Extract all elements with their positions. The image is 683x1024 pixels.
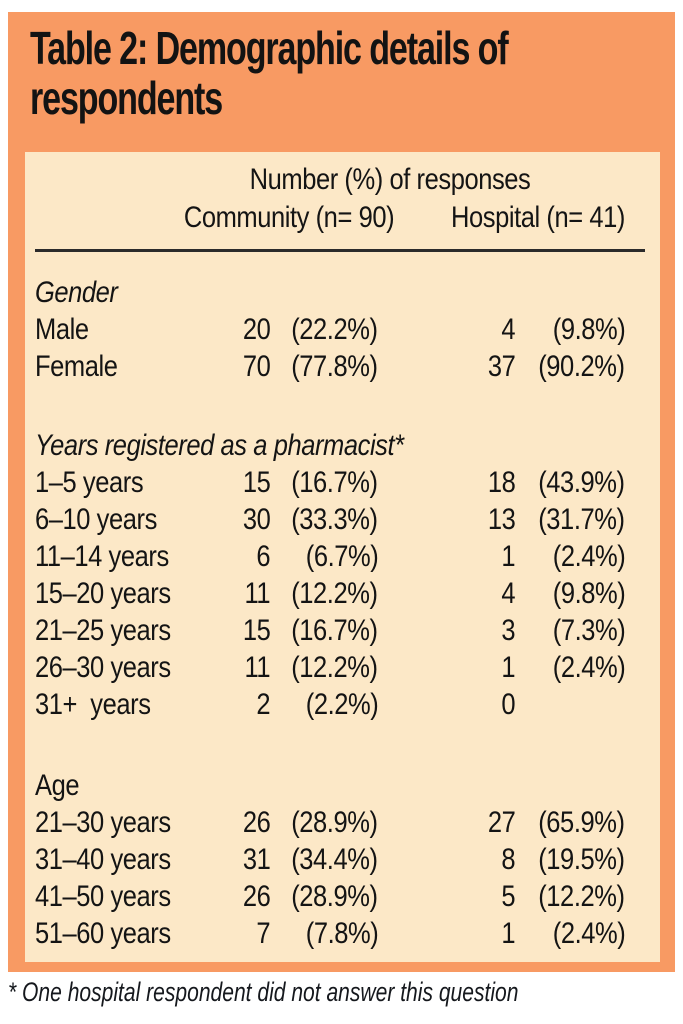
hospital-percent: (7.3%) [552, 613, 625, 647]
hospital-percent: (2.4%) [552, 916, 625, 950]
hospital-count: 1 [501, 539, 515, 573]
hospital-count: 1 [501, 916, 515, 950]
section-heading-years-registered: Years registered as a pharmacist* [35, 427, 660, 464]
community-percent: (7.8%) [305, 916, 378, 950]
community-count: 70 [242, 349, 270, 383]
hospital-percent: (2.4%) [552, 650, 625, 684]
community-count: 30 [242, 502, 270, 536]
table-row: 6–10 years 30 (33.3%) 13 (31.7%) [35, 501, 660, 538]
hospital-percent: (9.8%) [552, 312, 625, 346]
community-percent: (28.9%) [291, 805, 379, 839]
hospital-percent: (9.8%) [552, 576, 625, 610]
table-row: 15–20 years 11 (12.2%) 4 (9.8%) [35, 575, 660, 612]
community-count: 6 [256, 539, 270, 573]
row-label: 21–30 years [35, 805, 171, 839]
table-title-line-2: respondents [30, 72, 223, 124]
section-heading-gender: Gender [35, 274, 660, 311]
hospital-count: 27 [487, 805, 515, 839]
hospital-count: 18 [487, 465, 515, 499]
row-label: 11–14 years [35, 539, 169, 573]
row-label: 31+ years [35, 687, 151, 721]
hospital-count: 8 [501, 842, 515, 876]
community-count: 7 [256, 916, 270, 950]
table-header: Number (%) of responses Community (n= 90… [25, 152, 660, 249]
hospital-count: 13 [487, 502, 515, 536]
table-row: 1–5 years 15 (16.7%) 18 (43.9%) [35, 464, 660, 501]
community-count: 26 [242, 879, 270, 913]
table-row: Female 70 (77.8%) 37 (90.2%) [35, 348, 660, 385]
table-row: 11–14 years 6 (6.7%) 1 (2.4%) [35, 538, 660, 575]
row-label: 6–10 years [35, 502, 157, 536]
row-label: 41–50 years [35, 879, 171, 913]
hospital-count: 3 [501, 613, 515, 647]
table-row: 51–60 years 7 (7.8%) 1 (2.4%) [35, 915, 660, 952]
row-label: 31–40 years [35, 842, 171, 876]
section-heading-label: Years registered as a pharmacist* [35, 428, 404, 462]
hospital-percent: (19.5%) [538, 842, 626, 876]
table-title-line-1: Table 2: Demographic details of [30, 22, 509, 74]
community-percent: (34.4%) [291, 842, 379, 876]
row-label: 21–25 years [35, 613, 171, 647]
hospital-percent: (12.2%) [538, 879, 626, 913]
table-row: 26–30 years 11 (12.2%) 1 (2.4%) [35, 649, 660, 686]
community-percent: (6.7%) [305, 539, 378, 573]
hospital-percent: (2.4%) [552, 539, 625, 573]
table-title: Table 2: Demographic details of responde… [30, 23, 675, 123]
table-row: 21–25 years 15 (16.7%) 3 (7.3%) [35, 612, 660, 649]
hospital-percent [515, 688, 625, 722]
community-count: 31 [242, 842, 270, 876]
section-heading-label: Age [35, 768, 80, 802]
hospital-count: 37 [487, 349, 515, 383]
row-label: Female [35, 349, 118, 383]
community-percent: (33.3%) [291, 502, 379, 536]
community-percent: (16.7%) [291, 613, 379, 647]
community-column-header: Community (n= 90) [183, 201, 395, 234]
community-count: 20 [242, 312, 270, 346]
hospital-count: 0 [501, 687, 515, 721]
header-divider [35, 249, 645, 252]
community-percent: (12.2%) [291, 576, 379, 610]
section-heading-age: Age [35, 767, 660, 804]
hospital-percent: (31.7%) [538, 502, 626, 536]
community-count: 11 [244, 576, 270, 610]
row-label: Male [35, 312, 89, 346]
community-percent: (77.8%) [291, 349, 379, 383]
community-percent: (22.2%) [291, 312, 379, 346]
community-count: 11 [244, 650, 270, 684]
column-group-header: Number (%) of responses [249, 163, 531, 196]
community-count: 26 [242, 805, 270, 839]
row-label: 15–20 years [35, 576, 171, 610]
table-row: 41–50 years 26 (28.9%) 5 (12.2%) [35, 878, 660, 915]
hospital-percent: (65.9%) [538, 805, 626, 839]
table-footnote: * One hospital respondent did not answer… [8, 977, 519, 1007]
community-percent: (2.2%) [305, 687, 378, 721]
community-percent: (16.7%) [291, 465, 379, 499]
hospital-column-header: Hospital (n= 41) [451, 201, 625, 234]
hospital-count: 1 [501, 650, 515, 684]
hospital-count: 4 [501, 576, 515, 610]
table-panel: Number (%) of responses Community (n= 90… [25, 152, 660, 962]
row-label: 51–60 years [35, 916, 171, 950]
section-heading-label: Gender [35, 275, 118, 309]
hospital-count: 4 [501, 312, 515, 346]
community-count: 2 [256, 687, 270, 721]
table-body: Gender Male 20 (22.2%) 4 (9.8%) Female 7… [25, 274, 660, 952]
community-percent: (12.2%) [291, 650, 379, 684]
row-label: 1–5 years [35, 465, 144, 499]
table-row: 31+ years 2 (2.2%) 0 [35, 686, 660, 723]
community-percent: (28.9%) [291, 879, 379, 913]
table-row: 31–40 years 31 (34.4%) 8 (19.5%) [35, 841, 660, 878]
hospital-percent: (90.2%) [538, 349, 626, 383]
table-frame: Table 2: Demographic details of responde… [8, 12, 675, 972]
row-label: 26–30 years [35, 650, 171, 684]
community-count: 15 [242, 465, 270, 499]
table-row: Male 20 (22.2%) 4 (9.8%) [35, 311, 660, 348]
hospital-count: 5 [501, 879, 515, 913]
community-count: 15 [242, 613, 270, 647]
hospital-percent: (43.9%) [538, 465, 626, 499]
table-row: 21–30 years 26 (28.9%) 27 (65.9%) [35, 804, 660, 841]
